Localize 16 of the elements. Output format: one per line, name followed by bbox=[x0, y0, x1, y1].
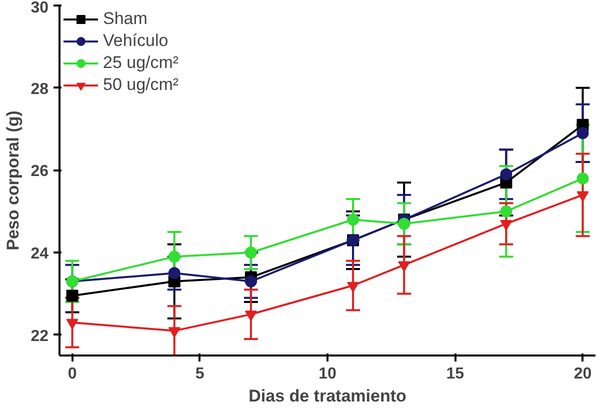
y-axis-title: Peso corporal (g) bbox=[4, 110, 23, 250]
y-tick-label: 24 bbox=[30, 246, 49, 263]
legend-label: Vehículo bbox=[103, 31, 168, 51]
legend-label: Sham bbox=[103, 9, 148, 29]
x-axis-title: Dias de tratamiento bbox=[248, 386, 406, 406]
x-tick-label: 20 bbox=[574, 366, 592, 382]
legend-label: 25 ug/cm² bbox=[103, 53, 179, 73]
legend-label: 50 ug/cm² bbox=[103, 75, 179, 95]
y-tick-label: 28 bbox=[30, 80, 49, 98]
x-tick-label: 15 bbox=[446, 366, 464, 382]
y-tick-label: 26 bbox=[30, 163, 49, 180]
x-tick-label: 5 bbox=[195, 366, 204, 382]
x-tick-label: 10 bbox=[318, 366, 336, 382]
x-tick-label: 0 bbox=[68, 366, 77, 382]
y-tick-label: 22 bbox=[30, 328, 49, 345]
y-tick-label: 30 bbox=[30, 0, 49, 16]
